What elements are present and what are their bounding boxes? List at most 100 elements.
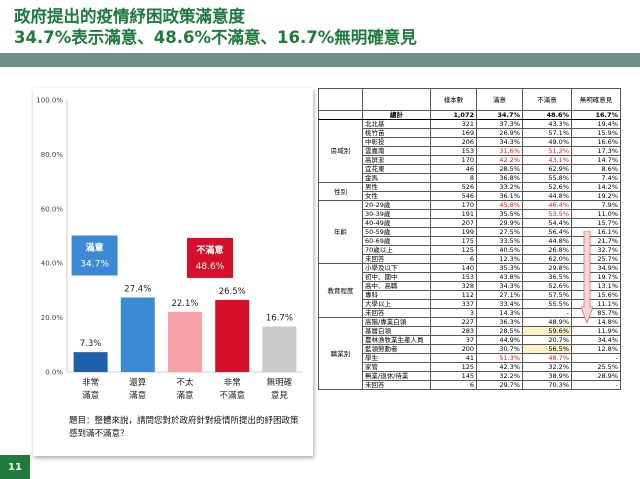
cell-unsat: 26.8% xyxy=(522,245,572,255)
table-row: 大學以上 337 33.4% 55.5% 11.1% xyxy=(319,299,621,309)
row-label: 藍領勞動者 xyxy=(362,344,431,354)
cell-sat: 32.2% xyxy=(476,371,523,381)
x-category-label: 非常 xyxy=(82,377,99,388)
cell-unsat: 38.9% xyxy=(522,371,572,381)
cell-sat: 30.7% xyxy=(476,344,523,354)
table-row: 未回答 6 29.7% 70.3% - xyxy=(319,380,621,390)
cell-none: 8.6% xyxy=(571,164,621,174)
cell-sat: 34.3% xyxy=(476,137,523,147)
cell-n: 46 xyxy=(430,164,477,174)
bar-2 xyxy=(120,297,155,372)
cell-none: - xyxy=(571,353,621,363)
table-row: 高屏澎 170 42.2% 43.1% 14.7% xyxy=(319,155,621,165)
y-tick-label: 0.0% xyxy=(45,369,63,377)
crosstab-table: 樣本數 滿意 不滿意 無明確意見 總計 1,072 34.7% 48.6% 16.7% 區域別 北北… xyxy=(318,88,621,390)
cell-none: 19.4% xyxy=(571,119,621,129)
cell-none: 16.6% xyxy=(571,137,621,147)
cell-sat: 36.8% xyxy=(476,173,523,183)
table-row: 職業別 高階/專業白領 227 36.3% 48.9% 14.8% xyxy=(318,317,621,390)
cell-sat: 42.3% xyxy=(476,362,523,372)
cell-unsat: 49.0% xyxy=(522,137,572,147)
bar-chart-panel: 0.0% 20.0% 40.0% 60.0% 80.0% 100.0% 7.3% 非常 滿意 27… xyxy=(33,88,313,456)
cell-n: 3 xyxy=(430,308,477,318)
cell-none: 25.7% xyxy=(571,254,621,264)
cell-none: 34.4% xyxy=(571,335,621,345)
y-tick-label: 80.0% xyxy=(41,151,64,159)
x-category-label: 無明確 xyxy=(267,377,293,388)
slide-number: 11 xyxy=(0,455,30,479)
cell-n: 8 xyxy=(430,173,477,183)
cell-unsat: 54.4% xyxy=(522,218,572,228)
cell-none: 12.8% xyxy=(571,344,621,354)
cell-unsat: 51.2% xyxy=(522,146,572,156)
cell-sat: 36.1% xyxy=(476,191,523,201)
cell-n: 170 xyxy=(430,200,477,210)
cell-none: 7.4% xyxy=(571,173,621,183)
cell-sat: 31.6% xyxy=(476,146,523,156)
cell-none: 15.6% xyxy=(571,290,621,300)
cell-sat: 28.5% xyxy=(476,164,523,174)
row-label: 未回答 xyxy=(362,254,431,264)
y-tick-label: 20.0% xyxy=(41,314,64,322)
annotation-box xyxy=(71,235,118,276)
cell-unsat: 20.7% xyxy=(522,335,572,345)
table-row: 50-59歲 199 27.5% 56.4% 16.1% xyxy=(319,227,621,237)
cell-sat: 51.3% xyxy=(476,353,523,363)
cell-unsat: 55.8% xyxy=(522,173,572,183)
cell-none: 16.1% xyxy=(571,227,621,237)
title-line-2: 34.7%表示滿意、48.6%不滿意、16.7%無明確意見 xyxy=(14,28,417,47)
cell-sat: 44.9% xyxy=(476,335,523,345)
cell-unsat: 44.8% xyxy=(522,236,572,246)
table-row: 藍領勞動者 200 30.7% 56.5% 12.8% xyxy=(319,344,621,354)
cell-unsat: 56.5% xyxy=(522,344,572,354)
cell-none: 14.8% xyxy=(571,317,621,327)
cell-unsat: 36.5% xyxy=(522,272,572,282)
cell-none: 11.0% xyxy=(571,209,621,219)
cell-n: 170 xyxy=(430,155,477,165)
group-label: 區域別 xyxy=(318,119,363,183)
cell-n: 321 xyxy=(430,119,477,129)
row-label: 基層白領 xyxy=(362,326,431,336)
cell-none: 11.1% xyxy=(571,299,621,309)
cell-n: 153 xyxy=(430,146,477,156)
annotation-label: 滿意 xyxy=(85,241,104,253)
table-row: 女性 546 36.1% 44.8% 19.2% xyxy=(319,191,621,201)
cell-none: 34.9% xyxy=(571,263,621,273)
cell-n: 6 xyxy=(430,380,477,390)
cell-sat: 33.4% xyxy=(476,299,523,309)
cell-unsat: 48.7% xyxy=(522,353,572,363)
table-row: 70歲以上 125 40.5% 26.8% 32.7% xyxy=(319,245,621,255)
total-unsat: 48.6% xyxy=(522,110,572,120)
cell-none: 15.7% xyxy=(571,218,621,228)
table-row: 桃竹苗 169 26.9% 57.1% 15.9% xyxy=(319,128,621,138)
cell-none: 14.7% xyxy=(571,155,621,165)
row-label: 無業/退休/待業 xyxy=(362,371,431,381)
cell-unsat: - xyxy=(522,308,572,318)
cell-none: 14.2% xyxy=(571,182,621,192)
cell-none: 13.1% xyxy=(571,281,621,291)
table-total-row: 總計 1,072 34.7% 48.6% 16.7% xyxy=(318,110,621,120)
column-header: 滿意 xyxy=(476,88,523,111)
group-label: 教育程度 xyxy=(318,263,363,318)
row-label: 60-69歲 xyxy=(362,236,431,246)
column-header: 無明確意見 xyxy=(571,88,621,111)
cell-sat: 27.1% xyxy=(476,290,523,300)
cell-unsat: 44.8% xyxy=(522,191,572,201)
x-category-label: 滿意 xyxy=(129,390,146,401)
cell-n: 153 xyxy=(430,272,477,282)
table-row: 初中、國中 153 43.8% 36.5% 19.7% xyxy=(319,272,621,282)
table-row: 無業/退休/待業 145 32.2% 38.9% 28.9% xyxy=(319,371,621,381)
table-row: 雲嘉南 153 31.6% 51.2% 17.3% xyxy=(319,146,621,156)
cell-none: 15.9% xyxy=(571,128,621,138)
row-label: 20-29歲 xyxy=(362,200,431,210)
cell-n: 6 xyxy=(430,254,477,264)
bar-value-label: 7.3% xyxy=(80,339,102,349)
cell-unsat: 62.9% xyxy=(522,164,572,174)
row-label: 雲嘉南 xyxy=(362,146,431,156)
y-tick-label: 100.0% xyxy=(36,97,63,105)
cell-n: 169 xyxy=(430,128,477,138)
table-row: 30-39歲 191 35.5% 53.5% 11.0% xyxy=(319,209,621,219)
cell-unsat: 62.0% xyxy=(522,254,572,264)
total-sat: 34.7% xyxy=(476,110,523,120)
cell-unsat: 59.6% xyxy=(522,326,572,336)
